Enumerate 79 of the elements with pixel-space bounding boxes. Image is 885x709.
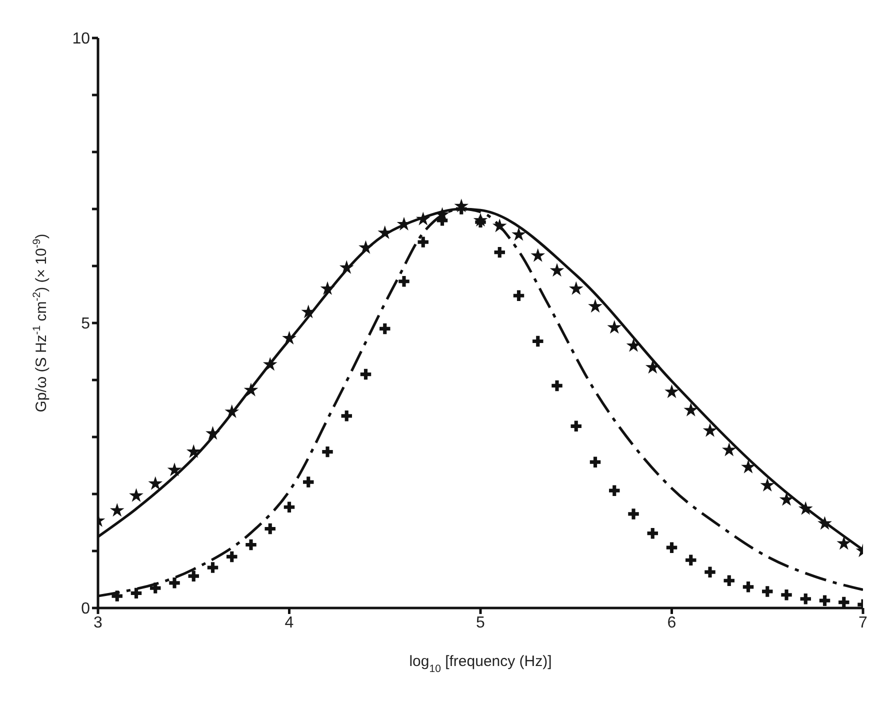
y-tick-label: 0 [81, 600, 90, 618]
point [320, 281, 335, 295]
point [380, 323, 390, 334]
point [167, 462, 182, 476]
point [781, 590, 792, 600]
point [246, 539, 256, 550]
point [206, 426, 220, 440]
point [264, 523, 276, 534]
x-axis-title: log$_{10}$ [frequency (Hz)] [409, 653, 552, 675]
y-tick-label: 5 [81, 316, 90, 333]
point [226, 551, 238, 562]
x-tick-label: 7 [858, 614, 868, 632]
point [169, 578, 180, 588]
point [570, 420, 582, 432]
point [418, 236, 428, 248]
point [702, 423, 718, 437]
point [130, 588, 142, 599]
point [284, 502, 295, 512]
point [301, 304, 316, 318]
point [416, 212, 430, 226]
point [513, 290, 524, 302]
x-tick-label: 6 [667, 614, 676, 632]
point [207, 562, 218, 573]
point [112, 590, 122, 602]
point [722, 442, 736, 456]
point [684, 402, 698, 416]
point [262, 357, 278, 371]
point [666, 542, 678, 553]
point [704, 566, 716, 578]
x-tick-label: 3 [94, 614, 103, 632]
point [818, 516, 832, 530]
point [741, 460, 756, 474]
point [762, 586, 773, 597]
point [358, 240, 373, 254]
point [360, 368, 372, 380]
point [530, 248, 546, 262]
point [550, 263, 564, 277]
x-tick-label: 5 [476, 614, 486, 632]
point [647, 528, 658, 539]
point [282, 330, 296, 344]
point [838, 596, 850, 608]
point [494, 246, 505, 258]
point [303, 476, 314, 488]
point [110, 502, 124, 517]
point [552, 380, 562, 392]
point [686, 554, 696, 566]
point [129, 488, 144, 502]
point [779, 492, 794, 506]
y-tick-label: 10 [72, 30, 90, 48]
point [607, 320, 622, 334]
x-tick-label: 4 [284, 614, 294, 632]
point [322, 446, 333, 458]
point [244, 382, 258, 396]
point [186, 444, 201, 458]
point [760, 478, 775, 492]
point [609, 485, 620, 496]
point [645, 360, 660, 374]
point [532, 336, 544, 347]
point [836, 536, 852, 550]
point [339, 260, 354, 274]
point [800, 594, 811, 604]
point [150, 582, 161, 594]
point [188, 570, 199, 582]
point [798, 501, 813, 515]
point [588, 298, 602, 313]
point [742, 582, 754, 592]
point [492, 218, 507, 232]
point [224, 404, 240, 418]
point [341, 410, 352, 422]
point [148, 476, 163, 490]
point [590, 456, 601, 468]
point [664, 384, 679, 398]
point [568, 281, 584, 295]
point [628, 508, 639, 520]
point [819, 595, 830, 606]
point [724, 575, 734, 586]
point [626, 338, 641, 352]
point [398, 276, 410, 287]
point [512, 227, 526, 241]
